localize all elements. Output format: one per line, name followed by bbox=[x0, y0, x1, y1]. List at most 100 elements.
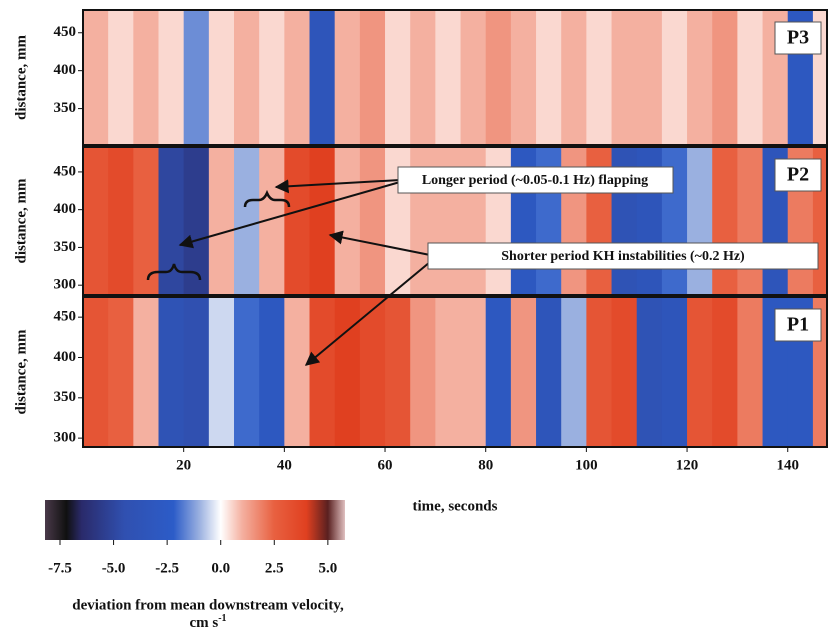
heat-cell bbox=[360, 147, 386, 295]
heat-cell bbox=[712, 147, 738, 295]
x-tick-label: 120 bbox=[676, 457, 699, 473]
y-tick-label: 400 bbox=[54, 62, 77, 78]
heat-cell bbox=[662, 297, 688, 447]
heat-cell bbox=[310, 147, 336, 295]
heat-cell bbox=[385, 10, 411, 145]
panel bbox=[83, 297, 828, 447]
heat-cell bbox=[259, 10, 285, 145]
x-tick-label: 100 bbox=[575, 457, 598, 473]
heat-cell bbox=[284, 147, 310, 295]
y-tick-label: 400 bbox=[54, 201, 77, 217]
heat-cell bbox=[687, 10, 713, 145]
y-tick-label: 450 bbox=[54, 163, 77, 179]
y-tick-label: 350 bbox=[54, 389, 77, 405]
heat-cell bbox=[108, 10, 134, 145]
heat-cell bbox=[83, 147, 109, 295]
colorbar-unit: cm s-1 bbox=[189, 613, 226, 631]
heat-cell bbox=[108, 297, 134, 447]
colorbar-label: deviation from mean downstream velocity, bbox=[72, 597, 344, 613]
heat-cell bbox=[335, 147, 361, 295]
colorbar-tick-label: -5.0 bbox=[102, 560, 126, 576]
heat-cell bbox=[385, 297, 411, 447]
x-tick-label: 20 bbox=[176, 457, 191, 473]
y-tick-label: 300 bbox=[54, 277, 77, 293]
heat-cell bbox=[486, 297, 512, 447]
colorbar-tick-label: 2.5 bbox=[265, 560, 284, 576]
y-axis-label: distance, mm bbox=[13, 329, 29, 414]
heat-cell bbox=[234, 10, 260, 145]
heat-cell bbox=[536, 297, 562, 447]
heat-cell bbox=[612, 10, 638, 145]
heat-cell bbox=[637, 297, 663, 447]
heat-cell bbox=[536, 10, 562, 145]
heat-cell bbox=[159, 297, 185, 447]
panel bbox=[83, 10, 828, 145]
heat-cell bbox=[586, 10, 612, 145]
heat-cell bbox=[83, 297, 109, 447]
colorbar-tick-label: -2.5 bbox=[155, 560, 179, 576]
heat-cell bbox=[209, 10, 235, 145]
heat-cell bbox=[662, 10, 688, 145]
heat-cell bbox=[310, 297, 336, 447]
unit-exponent: -1 bbox=[218, 613, 226, 624]
heat-cell bbox=[234, 147, 260, 295]
heat-cell bbox=[209, 147, 235, 295]
heat-cell bbox=[310, 10, 336, 145]
heat-cell bbox=[209, 297, 235, 447]
heat-cell bbox=[360, 10, 386, 145]
heat-cell bbox=[159, 10, 185, 145]
heat-cell bbox=[335, 10, 361, 145]
x-tick-label: 40 bbox=[277, 457, 292, 473]
heat-cell bbox=[435, 297, 461, 447]
heat-cell bbox=[435, 10, 461, 145]
heat-cell bbox=[712, 10, 738, 145]
y-tick-label: 350 bbox=[54, 239, 77, 255]
panel-label: P2 bbox=[787, 164, 809, 186]
x-axis-label: time, seconds bbox=[413, 498, 498, 514]
x-tick-label: 60 bbox=[378, 457, 393, 473]
heat-cell bbox=[234, 297, 260, 447]
x-tick-label: 80 bbox=[478, 457, 493, 473]
heat-cell bbox=[486, 10, 512, 145]
heat-cell bbox=[360, 297, 386, 447]
heat-cell bbox=[737, 297, 763, 447]
annotation: Longer period (~0.05-0.1 Hz) flapping bbox=[422, 173, 648, 188]
heat-cell bbox=[687, 297, 713, 447]
heat-cell bbox=[461, 297, 487, 447]
y-axis-label: distance, mm bbox=[13, 35, 29, 120]
heat-cell bbox=[133, 10, 159, 145]
heat-cell bbox=[637, 10, 663, 145]
y-tick-label: 350 bbox=[54, 100, 77, 116]
heat-cell bbox=[335, 297, 361, 447]
y-tick-label: 300 bbox=[54, 430, 77, 446]
colorbar-tick-label: 0.0 bbox=[211, 560, 230, 576]
heat-cell bbox=[410, 10, 436, 145]
x-tick-label: 140 bbox=[776, 457, 799, 473]
panel-label: P1 bbox=[787, 314, 809, 336]
heat-cell bbox=[284, 297, 310, 447]
colorbar bbox=[45, 500, 345, 540]
y-tick-label: 450 bbox=[54, 309, 77, 325]
colorbar-tick-label: -7.5 bbox=[48, 560, 72, 576]
colorbar-tick-label: 5.0 bbox=[318, 560, 337, 576]
heat-cell bbox=[184, 10, 210, 145]
heat-cell bbox=[737, 10, 763, 145]
heat-cell bbox=[259, 297, 285, 447]
heat-cell bbox=[687, 147, 713, 295]
heat-cell bbox=[612, 297, 638, 447]
heat-cell bbox=[737, 147, 763, 295]
heat-cell bbox=[108, 147, 134, 295]
heat-cell bbox=[561, 297, 587, 447]
heat-cell bbox=[410, 297, 436, 447]
heat-cell bbox=[461, 10, 487, 145]
heat-cell bbox=[511, 10, 537, 145]
panel-label: P3 bbox=[787, 27, 809, 49]
y-tick-label: 400 bbox=[54, 349, 77, 365]
heat-cell bbox=[712, 297, 738, 447]
heat-cell bbox=[561, 10, 587, 145]
heat-cell bbox=[511, 297, 537, 447]
y-axis-label: distance, mm bbox=[13, 178, 29, 263]
heat-cell bbox=[83, 10, 109, 145]
heat-cell bbox=[133, 297, 159, 447]
